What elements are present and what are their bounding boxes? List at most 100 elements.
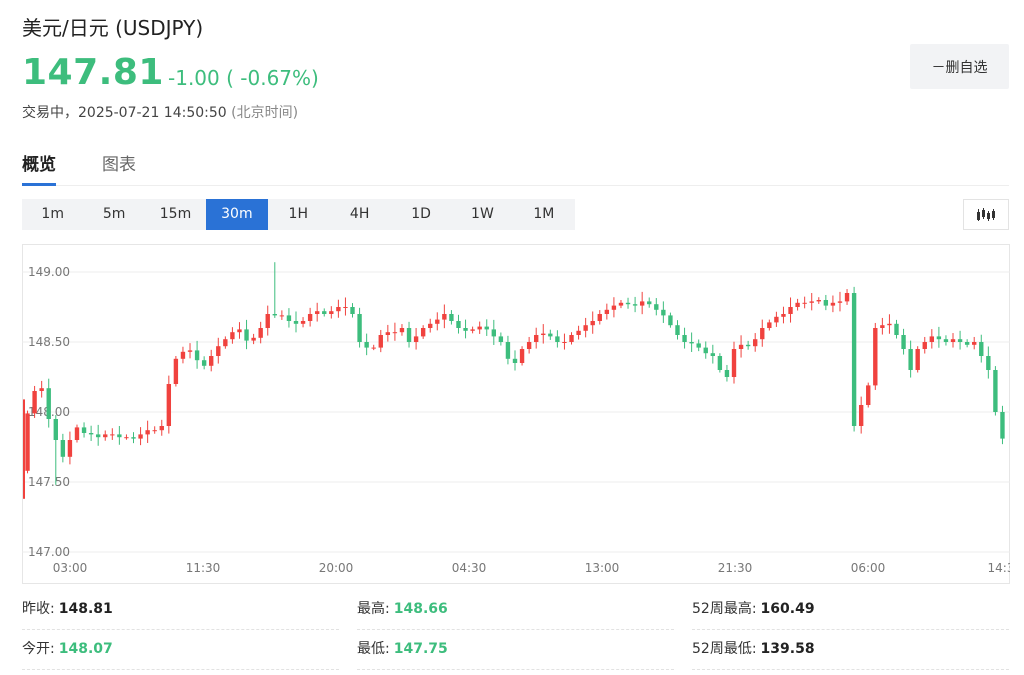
candle-body (597, 314, 602, 321)
y-tick-label: 148.50 (28, 335, 70, 349)
candle-body (915, 349, 920, 370)
x-tick-label: 06:00 (851, 561, 886, 575)
trading-status: 交易中，2025-07-21 14:50:50 (北京时间) (22, 102, 298, 122)
candle-body (300, 321, 306, 324)
candle-body (392, 332, 398, 334)
candle-body (512, 358, 518, 363)
candle-body (774, 316, 779, 323)
candle-body (647, 301, 652, 305)
candle-body (413, 336, 419, 342)
candle-body (180, 351, 186, 359)
timezone-text: (北京时间) (231, 105, 299, 121)
remove-watchlist-button[interactable]: －删自选 (910, 44, 1009, 89)
candle-body (88, 433, 94, 435)
candle-body (745, 344, 751, 347)
range-30m[interactable]: 30m (206, 199, 268, 230)
candle-body (618, 302, 624, 306)
chart-type-button[interactable] (963, 199, 1009, 230)
candle-body (548, 333, 553, 337)
candle-body (844, 293, 850, 302)
candle-body (851, 293, 857, 426)
tab-chart[interactable]: 图表 (102, 155, 136, 175)
stat-label: 52周最低: (692, 641, 757, 657)
stat-value: 160.49 (760, 601, 815, 617)
range-1h[interactable]: 1H (288, 206, 308, 222)
candle-body (781, 314, 786, 317)
candle-body (809, 301, 814, 303)
range-4h[interactable]: 4H (349, 206, 370, 222)
candle-body (463, 328, 468, 331)
price-chart[interactable]: 149.00148.50148.00147.50147.0003:0011:30… (22, 244, 1010, 584)
candle-body (703, 347, 708, 354)
candle-body (251, 337, 256, 341)
y-tick-label: 147.00 (28, 545, 70, 559)
candle-body (802, 302, 807, 304)
candle-body (689, 342, 694, 344)
candle-body (590, 321, 595, 326)
range-15m[interactable]: 15m (159, 206, 192, 222)
stat-value: 147.75 (393, 641, 448, 657)
candle-body (498, 336, 504, 342)
x-tick-label: 21:30 (718, 561, 753, 575)
range-1mo[interactable]: 1M (533, 206, 555, 222)
candle-body (67, 440, 73, 457)
candle-body (385, 332, 391, 335)
candle-body (145, 430, 150, 435)
stat-label: 52周最高: (692, 601, 757, 617)
candle-body (929, 336, 935, 342)
tab-bar: 概览 图表 (22, 150, 1009, 186)
range-1w[interactable]: 1W (471, 206, 494, 222)
last-price: 147.81 (22, 52, 164, 93)
candle-body (986, 356, 991, 370)
candle-body (632, 304, 638, 306)
candle-body (406, 328, 412, 342)
candle-body (767, 322, 772, 328)
candle-body (731, 349, 737, 377)
stat-prev-close: 昨收: 148.81 (22, 592, 339, 630)
y-tick-label: 147.50 (28, 475, 70, 489)
stat-value: 148.66 (393, 601, 448, 617)
candle-body (795, 302, 800, 307)
candle-body (760, 328, 765, 340)
candle-body (816, 300, 821, 302)
range-1d[interactable]: 1D (411, 206, 431, 222)
candle-body (753, 339, 758, 347)
candle-body (583, 325, 588, 331)
candle-body (286, 315, 292, 321)
candle-body (39, 388, 44, 391)
candle-body (449, 314, 454, 321)
candle-body (908, 349, 913, 370)
candle-body (329, 311, 334, 314)
candle-body (435, 319, 440, 324)
x-tick-label: 20:00 (319, 561, 354, 575)
candle-body (541, 333, 546, 335)
range-5m[interactable]: 5m (102, 206, 126, 222)
candle-body (950, 339, 956, 342)
candle-body (830, 302, 836, 306)
candle-body (357, 314, 362, 342)
candle-body (654, 304, 659, 310)
candle-body (837, 301, 843, 303)
candle-body (53, 419, 58, 440)
candle-body (724, 370, 730, 377)
candle-body (922, 342, 927, 349)
candlestick-chart-icon (977, 207, 995, 221)
candle-body (639, 301, 645, 306)
x-tick-label: 13:00 (585, 561, 620, 575)
candle-body (505, 342, 511, 359)
stat-label: 昨收: (22, 601, 55, 617)
candle-body (307, 314, 313, 321)
candle-body (364, 342, 369, 348)
candle-body (555, 336, 560, 342)
candle-body (604, 309, 610, 314)
candle-body (223, 339, 228, 347)
candle-body (428, 323, 433, 328)
candle-body (477, 326, 482, 330)
candle-body (293, 321, 299, 324)
candle-body (194, 350, 200, 361)
range-1m[interactable]: 1m (41, 206, 64, 222)
tab-overview[interactable]: 概览 (22, 150, 56, 186)
stat-value: 148.81 (58, 601, 113, 617)
candle-body (936, 336, 942, 340)
candle-body (322, 311, 327, 314)
